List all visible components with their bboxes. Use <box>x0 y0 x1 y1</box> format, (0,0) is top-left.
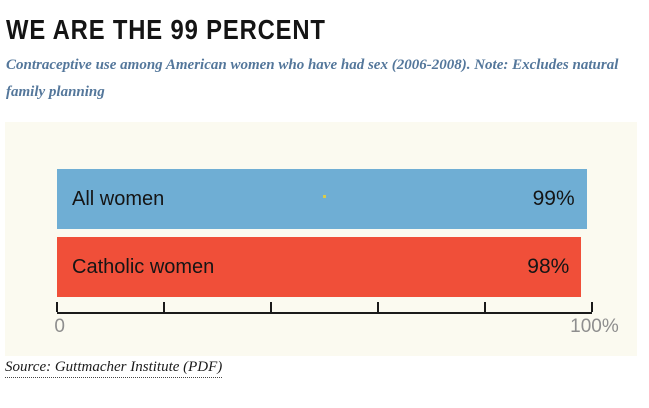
x-axis-tick-80 <box>484 302 486 312</box>
x-axis-label-max: 100% <box>570 316 619 337</box>
x-axis-tick-60 <box>377 302 379 312</box>
page-title: WE ARE THE 99 PERCENT <box>6 14 326 45</box>
page-subtitle: Contraceptive use among American women w… <box>6 57 619 100</box>
x-axis-tick-40 <box>270 302 272 312</box>
bar-chart: All women 99% Catholic women 98% 0 100% <box>54 122 619 356</box>
bar-value-label: 99% <box>532 187 575 210</box>
bar-catholic-women: Catholic women 98% <box>57 237 582 297</box>
chart-panel: All women 99% Catholic women 98% 0 100% <box>5 122 637 356</box>
bar-category-label: All women <box>72 187 165 210</box>
x-axis-labels: 0 100% <box>54 316 618 338</box>
bar-value-label: 98% <box>527 255 570 278</box>
x-axis-tick-20 <box>163 302 165 312</box>
bar-all-women: All women 99% <box>57 169 587 229</box>
source-link[interactable]: Source: Guttmacher Institute (PDF) <box>5 359 223 378</box>
bar-category-label: Catholic women <box>72 255 215 278</box>
x-axis-tick-100 <box>591 302 593 312</box>
x-axis-label-min: 0 <box>54 316 65 337</box>
x-axis-tick-0 <box>56 302 58 312</box>
stray-dot <box>323 195 326 198</box>
x-axis <box>56 302 593 314</box>
